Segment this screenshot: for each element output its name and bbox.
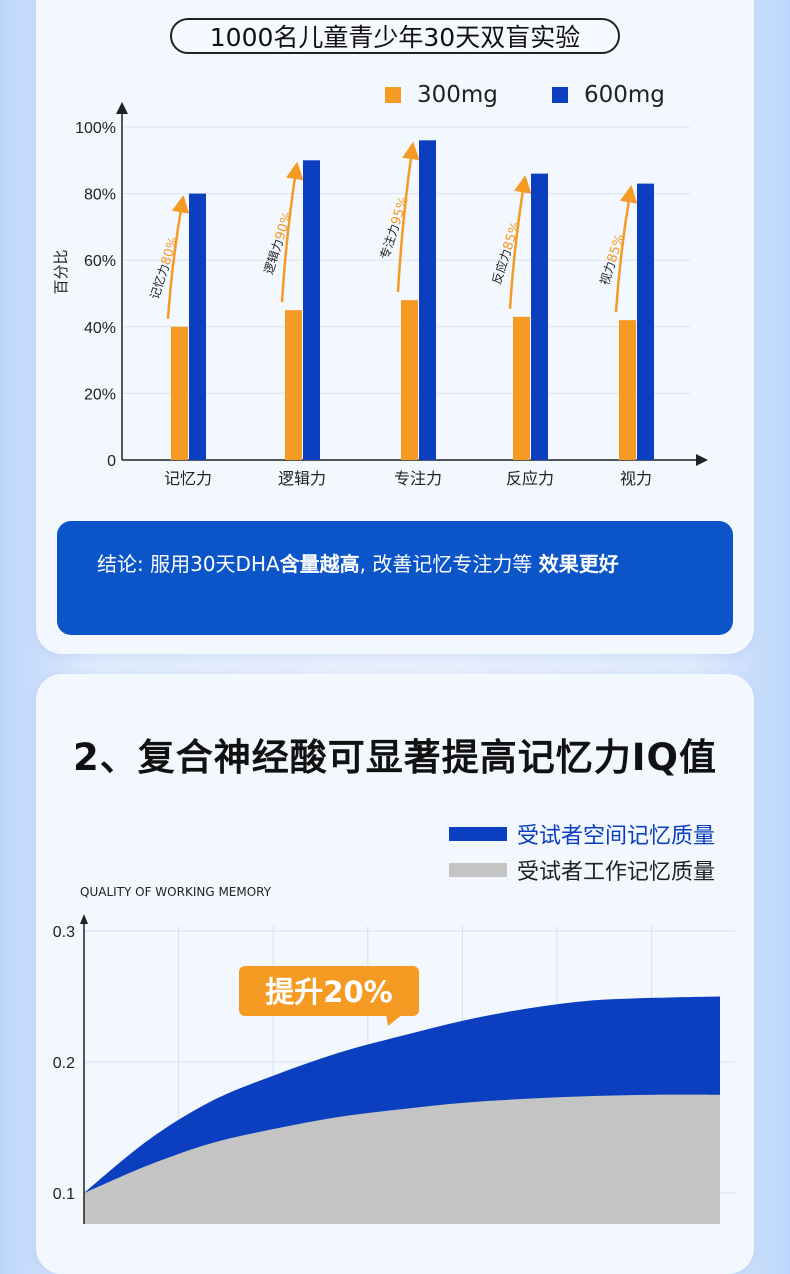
y-tick-label: 0.1 <box>53 1186 75 1203</box>
bar-600mg-反应力 <box>531 173 548 460</box>
y-tick-label: 0.3 <box>53 924 75 941</box>
y-tick-label: 100% <box>75 120 116 137</box>
chart-title-pill: 1000名儿童青少年30天双盲实验 <box>170 18 620 54</box>
area-chart: 0.1 0.2 0.3 提升20% <box>53 914 735 1224</box>
section-2-title: 2、复合神经酸可显著提高记忆力IQ值 <box>73 736 717 779</box>
y-tick-label: 40% <box>84 320 116 337</box>
improvement-label-text: 视力 <box>596 259 618 286</box>
trend-arrow <box>614 184 638 313</box>
y-tick-label: 60% <box>84 253 116 270</box>
legend-spatial-memory: 受试者空间记忆质量 <box>449 818 715 850</box>
x-tick-label: 反应力 <box>506 469 554 488</box>
legend-working-swatch <box>449 863 507 877</box>
bar-300mg-专注力 <box>401 300 418 460</box>
trend-arrow <box>280 161 304 303</box>
bar-600mg-视力 <box>637 183 654 461</box>
x-tick-label: 专注力 <box>394 469 442 488</box>
trend-arrow <box>396 141 420 293</box>
legend-600mg-swatch <box>552 87 568 103</box>
x-tick-label: 记忆力 <box>164 469 212 488</box>
callout-text: 提升20% <box>265 975 392 1009</box>
area-working-memory <box>84 1094 720 1224</box>
legend-300mg-swatch <box>385 87 401 103</box>
y-tick-label: 80% <box>84 187 116 204</box>
x-tick-label: 视力 <box>620 469 652 488</box>
bar-300mg-视力 <box>619 320 636 460</box>
conclusion-emphasis-1: 含量越高 <box>279 552 360 576</box>
legend-working-label: 受试者工作记忆质量 <box>517 860 716 885</box>
legend-working-memory: 受试者工作记忆质量 <box>449 854 715 886</box>
legend-600mg-label: 600mg <box>584 82 665 108</box>
legend-600mg: 600mg <box>552 82 665 108</box>
y-tick-label: 20% <box>84 386 116 403</box>
callout-box <box>239 966 419 1016</box>
conclusion-prefix: 结论: 服用30天DHA <box>97 552 280 576</box>
bar-600mg-专注力 <box>419 140 436 460</box>
y-tick-label: 0.2 <box>53 1055 75 1072</box>
legend-300mg-label: 300mg <box>417 82 498 108</box>
legend-spatial-label: 受试者空间记忆质量 <box>517 824 716 849</box>
callout-pointer <box>386 1014 403 1026</box>
bar-chart: 020%40%60%80%100%百分比记忆力记忆力80%逻辑力逻辑力90%专注… <box>52 102 708 488</box>
trend-arrow <box>508 174 532 309</box>
bar-300mg-记忆力 <box>171 326 188 460</box>
legend-spatial-swatch <box>449 827 507 841</box>
y-axis-label: 百分比 <box>52 249 70 294</box>
trend-arrow <box>166 194 190 319</box>
conclusion-middle: , 改善记忆专注力等 <box>359 552 539 576</box>
bar-300mg-逻辑力 <box>285 310 302 460</box>
conclusion-emphasis-2: 效果更好 <box>538 552 619 576</box>
y-tick-label: 0 <box>107 453 116 470</box>
bar-600mg-记忆力 <box>189 193 206 460</box>
conclusion-box: 结论: 服用30天DHA含量越高, 改善记忆专注力等 效果更好 <box>57 521 733 635</box>
bar-300mg-反应力 <box>513 316 530 460</box>
x-tick-label: 逻辑力 <box>278 469 326 488</box>
y-axis-title: QUALITY OF WORKING MEMORY <box>80 885 272 899</box>
y-axis-arrow <box>80 914 88 924</box>
bar-600mg-逻辑力 <box>303 160 320 461</box>
legend-300mg: 300mg <box>385 82 498 108</box>
